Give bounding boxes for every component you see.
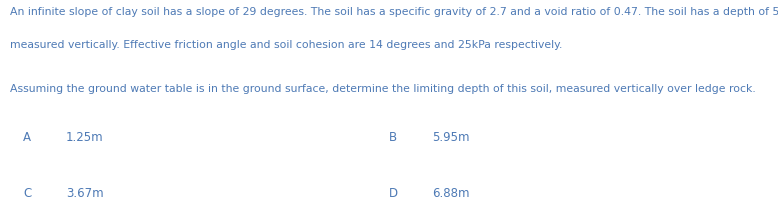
Text: B: B	[389, 131, 397, 144]
Text: Assuming the ground water table is in the ground surface, determine the limiting: Assuming the ground water table is in th…	[10, 84, 756, 94]
Text: 3.67m: 3.67m	[66, 187, 103, 200]
Text: An infinite slope of clay soil has a slope of 29 degrees. The soil has a specifi: An infinite slope of clay soil has a slo…	[10, 7, 778, 17]
Text: measured vertically. Effective friction angle and soil cohesion are 14 degrees a: measured vertically. Effective friction …	[10, 40, 562, 50]
Text: 1.25m: 1.25m	[66, 131, 103, 144]
Text: D: D	[389, 187, 398, 200]
Text: 5.95m: 5.95m	[432, 131, 469, 144]
Text: C: C	[23, 187, 32, 200]
Text: 6.88m: 6.88m	[432, 187, 469, 200]
Text: A: A	[23, 131, 31, 144]
